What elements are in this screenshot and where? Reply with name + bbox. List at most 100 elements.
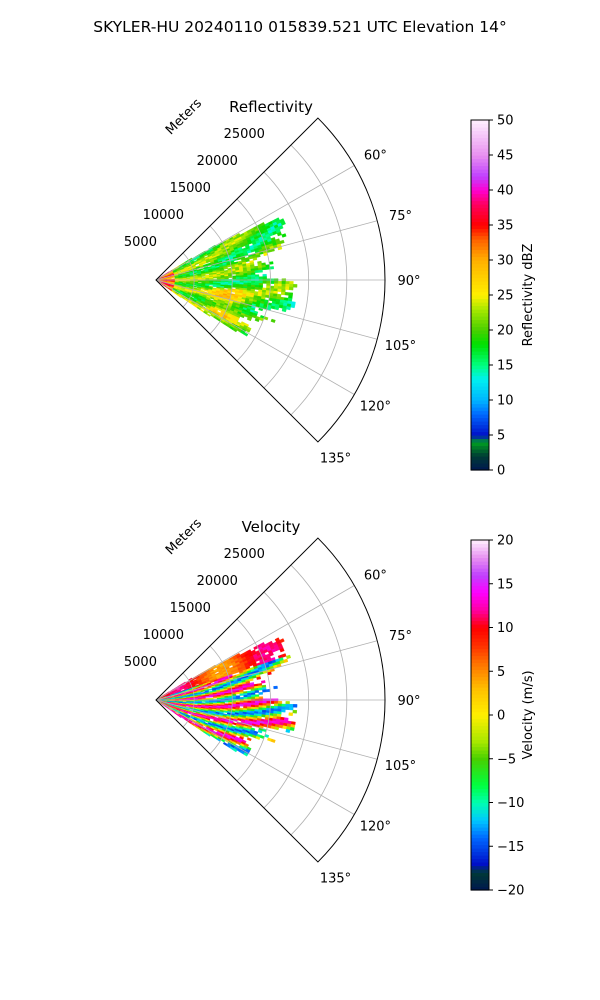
sector-outline <box>155 117 386 443</box>
colorbar-swatch <box>471 134 489 139</box>
colorbar-swatch <box>471 760 489 765</box>
range-tick-label: 5000 <box>124 655 157 670</box>
colorbar-swatch <box>471 284 489 289</box>
colorbar-swatch <box>471 711 489 716</box>
radar-cell <box>288 286 294 291</box>
colorbar-swatch <box>471 379 489 384</box>
azimuth-tick-label: 60° <box>364 569 387 584</box>
colorbar: 0 5 10 15 20 25 30 35 40 45 50 Reflectivity dBZ <box>470 114 536 479</box>
colorbar-swatch <box>471 886 489 891</box>
colorbar-swatch <box>471 169 489 174</box>
range-axis-label: Meters <box>163 96 205 138</box>
radar-cell <box>247 274 252 278</box>
radar-cell <box>284 291 290 296</box>
colorbar-swatch <box>471 788 489 793</box>
radar-cell <box>205 695 210 698</box>
colorbar-swatch <box>471 648 489 653</box>
radar-cell <box>201 275 206 277</box>
radar-field <box>155 217 298 337</box>
colorbar-swatch <box>471 158 489 163</box>
azimuth-line <box>155 699 355 815</box>
colorbar-swatch <box>471 267 489 272</box>
panel-title: Reflectivity <box>229 98 313 116</box>
radar-cell <box>285 281 290 285</box>
radar-cell <box>256 676 262 680</box>
radar-cell <box>262 273 267 277</box>
radar-cell <box>280 291 286 296</box>
panel-velocity: Velocity 60° 75° 90° 105° 120° 135° 5000 10000 15… <box>124 516 536 899</box>
radar-cell <box>220 697 225 700</box>
radar-cell <box>223 266 228 270</box>
colorbar-swatch <box>471 347 489 352</box>
radar-cell <box>243 332 249 337</box>
azimuth-tick-label: 75° <box>389 209 412 224</box>
radar-cell <box>212 696 218 699</box>
radar-cell <box>289 726 295 732</box>
radar-cell <box>251 276 256 280</box>
radar-cell <box>273 283 279 287</box>
colorbar-label: Reflectivity dBZ <box>521 244 536 347</box>
radar-cell <box>224 700 229 703</box>
radar-cell <box>288 706 294 711</box>
colorbar-swatch <box>471 680 489 685</box>
colorbar-label: Velocity (m/s) <box>521 670 536 759</box>
radar-cell <box>292 284 298 288</box>
azimuth-line <box>155 640 378 701</box>
colorbar-swatch <box>471 326 489 331</box>
colorbar-swatch <box>471 242 489 247</box>
colorbar-swatch <box>471 382 489 387</box>
colorbar-swatch <box>471 771 489 776</box>
colorbar-swatch <box>471 547 489 552</box>
colorbar-swatch <box>471 862 489 867</box>
radar-cell <box>193 284 198 286</box>
radar-cell <box>274 726 280 731</box>
colorbar-swatch <box>471 351 489 356</box>
radar-cell <box>223 710 228 714</box>
colorbar-swatch <box>471 561 489 566</box>
colorbar-swatch <box>471 816 489 821</box>
colorbar-swatch <box>471 613 489 618</box>
azimuth-line <box>155 165 355 281</box>
colorbar-swatch <box>471 414 489 419</box>
radar-cell <box>231 290 236 293</box>
radar-cell <box>262 689 267 693</box>
colorbar-swatch <box>471 291 489 296</box>
colorbar-swatch <box>471 270 489 275</box>
colorbar-swatch <box>471 830 489 835</box>
radar-cell <box>243 694 248 698</box>
radar-cell <box>228 697 233 700</box>
radar-cell <box>292 704 298 708</box>
azimuth-tick-label: 105° <box>385 339 416 354</box>
colorbar-swatch <box>471 463 489 468</box>
colorbar-swatch <box>471 249 489 254</box>
colorbar-swatch <box>471 127 489 132</box>
colorbar-swatch <box>471 641 489 646</box>
colorbar-tick-label: 30 <box>497 254 514 269</box>
colorbar-swatch <box>471 655 489 660</box>
radar-cell <box>281 308 287 313</box>
colorbar-swatch <box>471 120 489 125</box>
radar-cell <box>232 697 237 700</box>
radar-cell <box>285 283 290 288</box>
radar-cell <box>254 694 260 698</box>
radar-cell <box>288 712 294 717</box>
radar-cell <box>261 267 267 271</box>
azimuth-line <box>155 220 378 281</box>
colorbar-swatch <box>471 631 489 636</box>
colorbar-swatch <box>471 151 489 156</box>
colorbar-swatch <box>471 806 489 811</box>
radar-cell <box>270 738 276 743</box>
colorbar-swatch <box>471 627 489 632</box>
colorbar-tick-label: 0 <box>497 464 505 479</box>
radar-cell <box>273 285 279 290</box>
radar-cell <box>281 703 286 708</box>
colorbar-swatch <box>471 386 489 391</box>
colorbar-swatch <box>471 235 489 240</box>
radar-cell <box>277 283 283 287</box>
radar-cell <box>246 737 252 742</box>
range-axis-label: Meters <box>163 516 205 558</box>
colorbar-swatch <box>471 372 489 377</box>
radar-cell <box>212 276 218 279</box>
radar-cell <box>223 286 229 289</box>
